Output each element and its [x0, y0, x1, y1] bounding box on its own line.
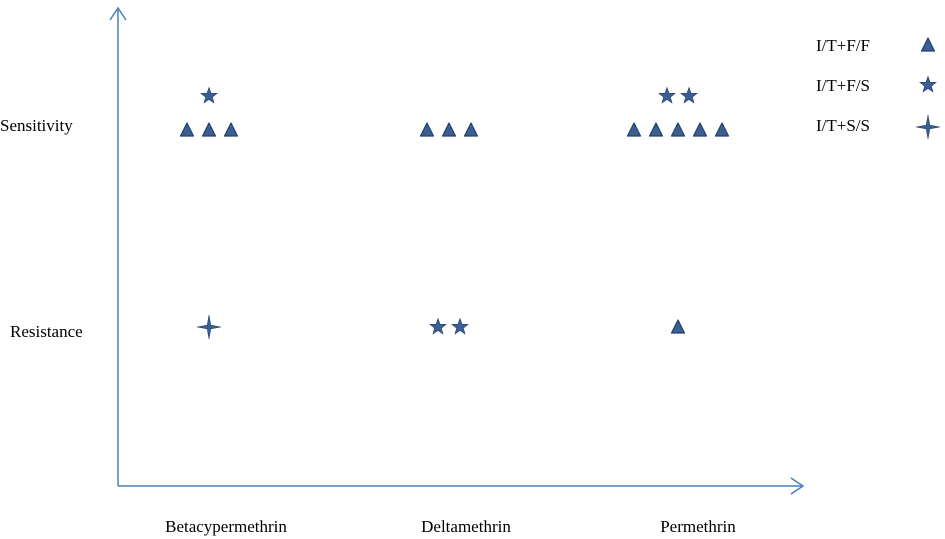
legend-icon-i-t-s-s: [915, 114, 941, 140]
y-tick-labels: Sensitivity Resistance: [0, 116, 83, 341]
x-tick-label-deltamethrin: Deltamethrin: [421, 517, 511, 536]
marker-i-t-f-s-permethrin-sensitivity-1: [658, 86, 676, 104]
y-axis-arrowhead: [109, 6, 127, 21]
marker-i-t-f-f-deltamethrin-sensitivity-2: [441, 122, 457, 137]
marker-i-t-f-f-betacypermethrin-sensitivity-3: [223, 122, 239, 137]
marker-i-t-f-s-deltamethrin-resistance-2: [451, 317, 469, 335]
legend-label-i-t-f-f: I/T+F/F: [816, 36, 870, 55]
x-axis-arrowhead: [790, 477, 805, 495]
marker-i-t-f-f-permethrin-sensitivity-4: [692, 122, 708, 137]
marker-i-t-f-f-permethrin-sensitivity-1: [626, 122, 642, 137]
marker-i-t-f-f-deltamethrin-sensitivity-1: [419, 122, 435, 137]
x-tick-label-permethrin: Permethrin: [660, 517, 736, 536]
marker-i-t-f-f-betacypermethrin-sensitivity-2: [201, 122, 217, 137]
legend-icon-i-t-f-f: [920, 37, 936, 52]
marker-i-t-f-f-permethrin-sensitivity-3: [670, 122, 686, 137]
marker-i-t-f-f-permethrin-sensitivity-2: [648, 122, 664, 137]
x-tick-labels: Betacypermethrin Deltamethrin Permethrin: [165, 517, 736, 536]
marker-i-t-s-s-betacypermethrin-resistance-1: [196, 314, 222, 340]
marker-i-t-f-f-permethrin-sensitivity-5: [714, 122, 730, 137]
y-tick-label-sensitivity: Sensitivity: [0, 116, 73, 135]
legend-label-i-t-f-s: I/T+F/S: [816, 76, 870, 95]
legend-icon-i-t-f-s: [919, 75, 937, 93]
marker-i-t-f-s-permethrin-sensitivity-2: [680, 86, 698, 104]
legend: I/T+F/F I/T+F/S I/T+S/S: [816, 36, 941, 140]
marker-i-t-f-f-betacypermethrin-sensitivity-1: [179, 122, 195, 137]
data-markers: [179, 86, 730, 340]
y-tick-label-resistance: Resistance: [10, 322, 83, 341]
legend-label-i-t-s-s: I/T+S/S: [816, 116, 870, 135]
axes: [109, 6, 805, 495]
x-tick-label-betacypermethrin: Betacypermethrin: [165, 517, 287, 536]
legend-icons: [915, 37, 941, 140]
marker-i-t-f-s-betacypermethrin-sensitivity-1: [200, 86, 218, 104]
marker-i-t-f-f-permethrin-resistance-1: [670, 319, 686, 334]
marker-i-t-f-s-deltamethrin-resistance-1: [429, 317, 447, 335]
marker-i-t-f-f-deltamethrin-sensitivity-3: [463, 122, 479, 137]
